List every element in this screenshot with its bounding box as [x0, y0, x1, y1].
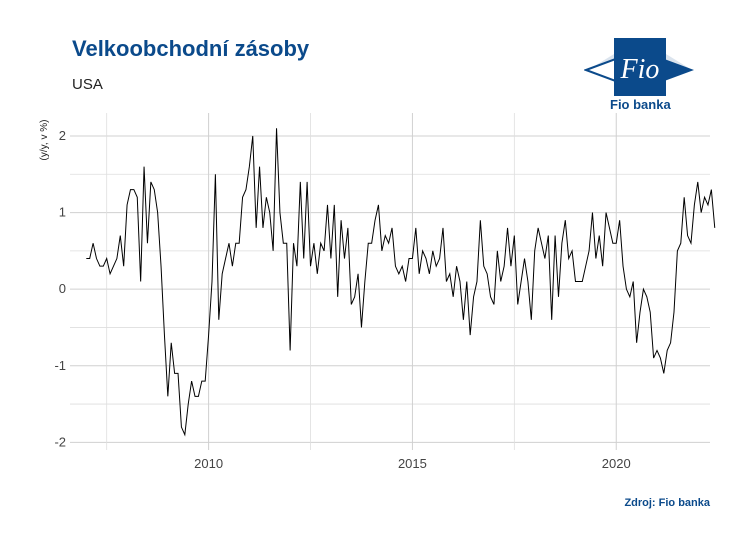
logo-mark-text: Fio — [620, 54, 660, 85]
y-tick-label: 0 — [59, 281, 66, 296]
x-tick-label: 2015 — [398, 456, 427, 471]
source-note: Zdroj: Fio banka — [624, 497, 710, 509]
y-tick-label: 2 — [59, 128, 66, 143]
y-tick-label: -2 — [54, 434, 66, 449]
chart-subtitle: USA — [72, 76, 103, 93]
series-line — [86, 128, 716, 437]
y-tick-labels: -2 -1 0 1 2 — [54, 128, 66, 449]
y-tick-label: -1 — [54, 358, 66, 373]
x-tick-labels: 2010 2015 2020 — [194, 456, 631, 471]
chart-title: Velkoobchodní zásoby — [72, 36, 310, 61]
y-axis-label: (y/y, v %) — [39, 120, 50, 161]
y-tick-label: 1 — [59, 205, 66, 220]
x-tick-label: 2020 — [602, 456, 631, 471]
x-tick-label: 2010 — [194, 456, 223, 471]
logo-name: Fio banka — [610, 97, 671, 112]
grid-lines — [70, 113, 710, 450]
fio-logo-icon: Fio — [584, 38, 694, 96]
